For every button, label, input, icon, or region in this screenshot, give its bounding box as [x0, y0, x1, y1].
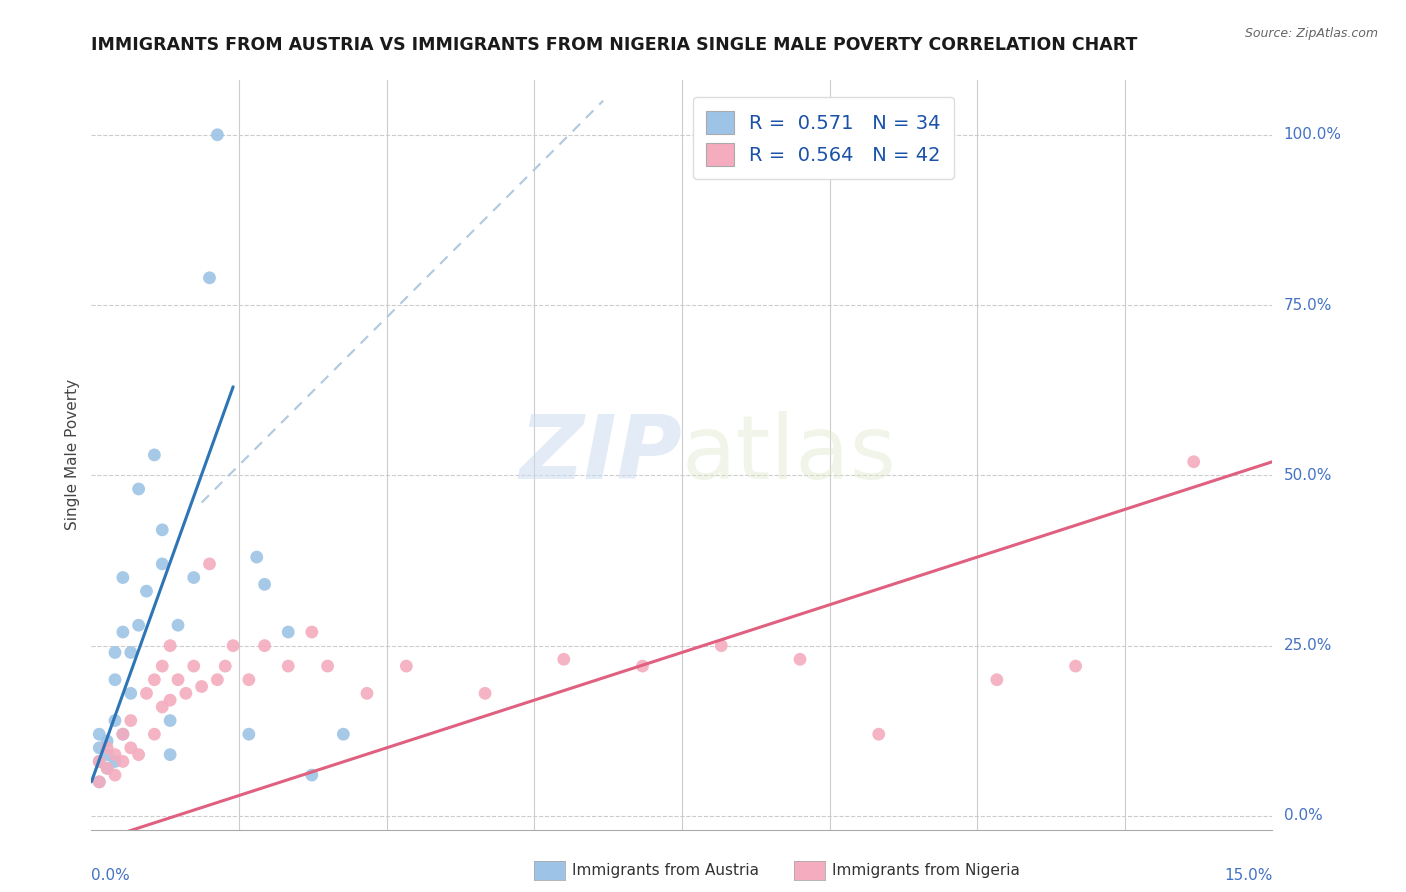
Point [128, 747, 150, 762]
Point [96, 740, 118, 755]
Point [159, 747, 181, 762]
Point [150, 557, 173, 571]
Point [332, 727, 354, 741]
Point [120, 645, 142, 659]
Point [89, 740, 111, 755]
Point [190, 680, 212, 694]
Point [111, 727, 134, 741]
Point [104, 768, 127, 782]
Text: 75.0%: 75.0% [1284, 298, 1331, 312]
Point [246, 550, 269, 565]
Legend: R =  0.571   N = 34, R =  0.564   N = 42: R = 0.571 N = 34, R = 0.564 N = 42 [693, 97, 955, 179]
Text: 0.0%: 0.0% [91, 869, 131, 883]
Point [710, 639, 733, 653]
Point [159, 639, 181, 653]
Point [214, 659, 236, 673]
Point [96, 734, 118, 748]
Point [207, 128, 229, 142]
Text: 25.0%: 25.0% [1284, 638, 1331, 653]
Point [150, 523, 173, 537]
Point [277, 625, 299, 640]
Point [120, 686, 142, 700]
Point [183, 570, 205, 584]
Point [96, 747, 118, 762]
Point [474, 686, 496, 700]
Point [96, 761, 118, 775]
Point [143, 673, 166, 687]
Point [1182, 455, 1205, 469]
Point [111, 755, 134, 769]
Point [207, 673, 229, 687]
Point [174, 686, 197, 700]
Point [143, 448, 166, 462]
Y-axis label: Single Male Poverty: Single Male Poverty [65, 379, 80, 531]
Text: 0.0%: 0.0% [1284, 808, 1322, 823]
Point [104, 645, 127, 659]
Point [120, 714, 142, 728]
Point [198, 270, 221, 285]
Text: ZIP: ZIP [519, 411, 682, 499]
Point [159, 714, 181, 728]
Point [96, 761, 118, 775]
Point [150, 659, 173, 673]
Point [159, 693, 181, 707]
Point [222, 639, 245, 653]
Point [238, 673, 260, 687]
Point [198, 557, 221, 571]
Point [1064, 659, 1087, 673]
Point [128, 482, 150, 496]
Text: atlas: atlas [682, 411, 897, 499]
Text: 15.0%: 15.0% [1225, 869, 1272, 883]
Point [104, 714, 127, 728]
Point [135, 686, 157, 700]
Text: 50.0%: 50.0% [1284, 468, 1331, 483]
Point [183, 659, 205, 673]
Point [395, 659, 418, 673]
Point [120, 740, 142, 755]
Point [89, 755, 111, 769]
Point [167, 673, 190, 687]
Point [89, 775, 111, 789]
Point [316, 659, 339, 673]
Point [111, 727, 134, 741]
Point [553, 652, 575, 666]
Point [253, 639, 276, 653]
Point [277, 659, 299, 673]
Point [253, 577, 276, 591]
Point [104, 747, 127, 762]
Point [301, 768, 323, 782]
Point [789, 652, 811, 666]
Point [301, 625, 323, 640]
Text: IMMIGRANTS FROM AUSTRIA VS IMMIGRANTS FROM NIGERIA SINGLE MALE POVERTY CORRELATI: IMMIGRANTS FROM AUSTRIA VS IMMIGRANTS FR… [91, 36, 1137, 54]
Text: 100.0%: 100.0% [1284, 128, 1341, 142]
Point [128, 618, 150, 632]
Point [167, 618, 190, 632]
Point [631, 659, 654, 673]
Text: Immigrants from Austria: Immigrants from Austria [572, 863, 759, 878]
Point [135, 584, 157, 599]
Point [89, 775, 111, 789]
Point [111, 570, 134, 584]
Point [356, 686, 378, 700]
Point [89, 727, 111, 741]
Text: Immigrants from Nigeria: Immigrants from Nigeria [832, 863, 1021, 878]
Point [986, 673, 1008, 687]
Text: Source: ZipAtlas.com: Source: ZipAtlas.com [1244, 27, 1378, 40]
Point [868, 727, 890, 741]
Point [238, 727, 260, 741]
Point [143, 727, 166, 741]
Point [111, 625, 134, 640]
Point [150, 700, 173, 714]
Point [104, 673, 127, 687]
Point [89, 755, 111, 769]
Point [104, 755, 127, 769]
